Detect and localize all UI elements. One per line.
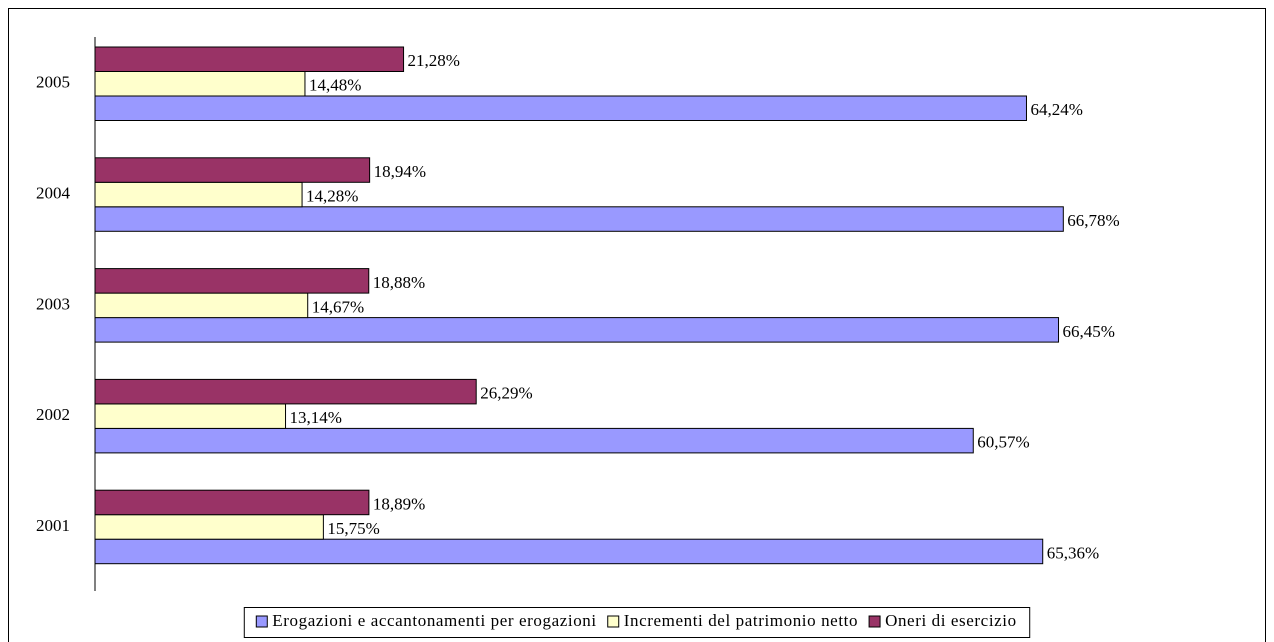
bar — [94, 71, 306, 97]
bar — [94, 292, 309, 319]
legend-swatch — [255, 615, 268, 628]
legend-label: Incrementi del patrimonio netto — [624, 611, 858, 630]
value-label: 60,57% — [977, 433, 1029, 452]
y-tick-label: 2005 — [36, 73, 70, 92]
value-label: 66,78% — [1067, 211, 1119, 230]
legend-label: Oneri di esercizio — [885, 611, 1017, 630]
bar — [94, 46, 405, 72]
bar — [94, 157, 371, 183]
y-tick-label: 2004 — [36, 183, 71, 202]
bar — [94, 514, 324, 540]
value-label: 64,24% — [1030, 100, 1082, 119]
legend-swatch — [868, 615, 881, 628]
value-label: 14,48% — [309, 76, 361, 95]
bar — [94, 268, 370, 294]
value-label: 21,28% — [408, 51, 460, 70]
legend-swatch — [607, 615, 620, 628]
y-tick-label: 2003 — [36, 294, 70, 313]
value-label: 18,89% — [373, 494, 425, 513]
value-label: 66,45% — [1063, 322, 1115, 341]
value-label: 14,67% — [312, 297, 364, 316]
bar — [94, 181, 303, 208]
bar — [94, 489, 370, 516]
bar — [94, 378, 477, 405]
y-tick-label: 2002 — [36, 405, 70, 424]
bar — [94, 317, 1060, 343]
y-tick-label: 2001 — [36, 516, 70, 535]
legend-label: Erogazioni e accantonamenti per erogazio… — [272, 611, 596, 630]
value-label: 15,75% — [327, 519, 379, 538]
value-label: 65,36% — [1047, 543, 1099, 562]
value-label: 13,14% — [290, 408, 342, 427]
bar — [94, 403, 287, 429]
bar — [94, 95, 1027, 121]
value-label: 18,88% — [373, 273, 425, 292]
value-label: 14,28% — [306, 186, 358, 205]
bar — [94, 206, 1064, 232]
legend-box — [243, 607, 1031, 638]
value-label: 18,94% — [374, 162, 426, 181]
bar — [94, 427, 974, 454]
value-label: 26,29% — [480, 384, 532, 403]
bar — [94, 538, 1044, 565]
